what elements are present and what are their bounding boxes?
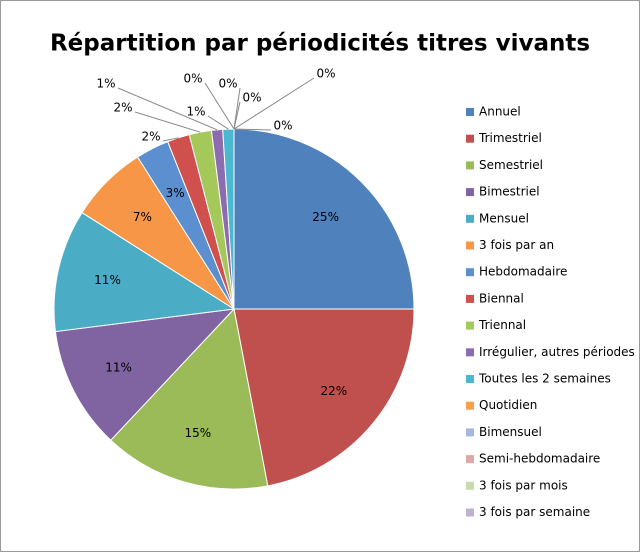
leader-line — [204, 82, 235, 130]
legend-label: Toutes les 2 semaines — [478, 372, 611, 386]
legend-swatch — [466, 348, 474, 357]
data-label: 15% — [185, 426, 212, 440]
legend-swatch — [466, 321, 474, 330]
legend-swatch — [466, 401, 474, 410]
data-label: 2% — [113, 101, 132, 115]
pie-slice — [110, 307, 269, 490]
data-label: 11% — [94, 273, 121, 287]
leader-line — [233, 101, 241, 130]
legend-label: Triennal — [478, 318, 526, 332]
leader-line — [134, 111, 201, 133]
leader-line — [207, 115, 229, 130]
pie-slice — [54, 308, 236, 441]
legend-label: Annuel — [479, 105, 521, 119]
legend-label: Semi-hebdomadaire — [479, 452, 600, 466]
legend-label: Trimestriel — [478, 131, 542, 145]
leader-line — [233, 128, 272, 131]
leader-line — [233, 77, 315, 130]
legend-label: Bimestriel — [479, 185, 540, 199]
legend-swatch — [466, 161, 474, 170]
leader-line — [233, 87, 241, 130]
data-label: 11% — [105, 360, 132, 374]
leader-line — [117, 87, 218, 131]
data-label: 22% — [321, 384, 348, 398]
legend-label: Biennal — [479, 291, 524, 305]
legend-label: Hebdomadaire — [479, 265, 567, 279]
legend-swatch — [466, 455, 474, 464]
legend-label: Bimensuel — [479, 425, 542, 439]
legend-swatch — [466, 241, 474, 250]
data-label: 1% — [96, 77, 115, 91]
legend-label: Quotidien — [479, 398, 537, 412]
legend-swatch — [466, 108, 474, 116]
chart-title: Répartition par périodicités titres viva… — [50, 31, 590, 57]
legend-swatch — [466, 134, 474, 143]
legend-label: 3 fois par an — [479, 238, 554, 252]
legend-swatch — [466, 188, 474, 197]
data-label: 0% — [242, 91, 261, 105]
pie-slice — [233, 308, 415, 487]
legend-label: 3 fois par semaine — [479, 505, 590, 519]
legend-swatch — [466, 428, 474, 437]
data-label: 0% — [273, 119, 292, 133]
data-label: 3% — [166, 186, 185, 200]
pie-slice — [233, 128, 415, 310]
legend-swatch — [466, 268, 474, 277]
legend-swatch — [466, 481, 474, 490]
legend-label: Mensuel — [479, 211, 529, 225]
legend-swatch — [466, 375, 474, 383]
data-label: 0% — [218, 77, 237, 91]
data-label: 0% — [316, 67, 335, 81]
data-label: 1% — [186, 105, 205, 119]
legend-label: Semestriel — [479, 158, 543, 172]
legend-swatch — [466, 214, 474, 223]
pie-slice — [53, 211, 236, 333]
legend-label: 3 fois par mois — [479, 478, 568, 492]
legend-swatch — [466, 508, 474, 517]
legend-swatch — [466, 294, 474, 303]
data-label: 0% — [183, 72, 202, 86]
data-label: 25% — [312, 210, 339, 224]
leader-line — [162, 137, 179, 142]
data-label: 2% — [141, 130, 160, 144]
data-label: 7% — [133, 210, 152, 224]
legend-label: Irrégulier, autres périodes — [479, 345, 635, 359]
